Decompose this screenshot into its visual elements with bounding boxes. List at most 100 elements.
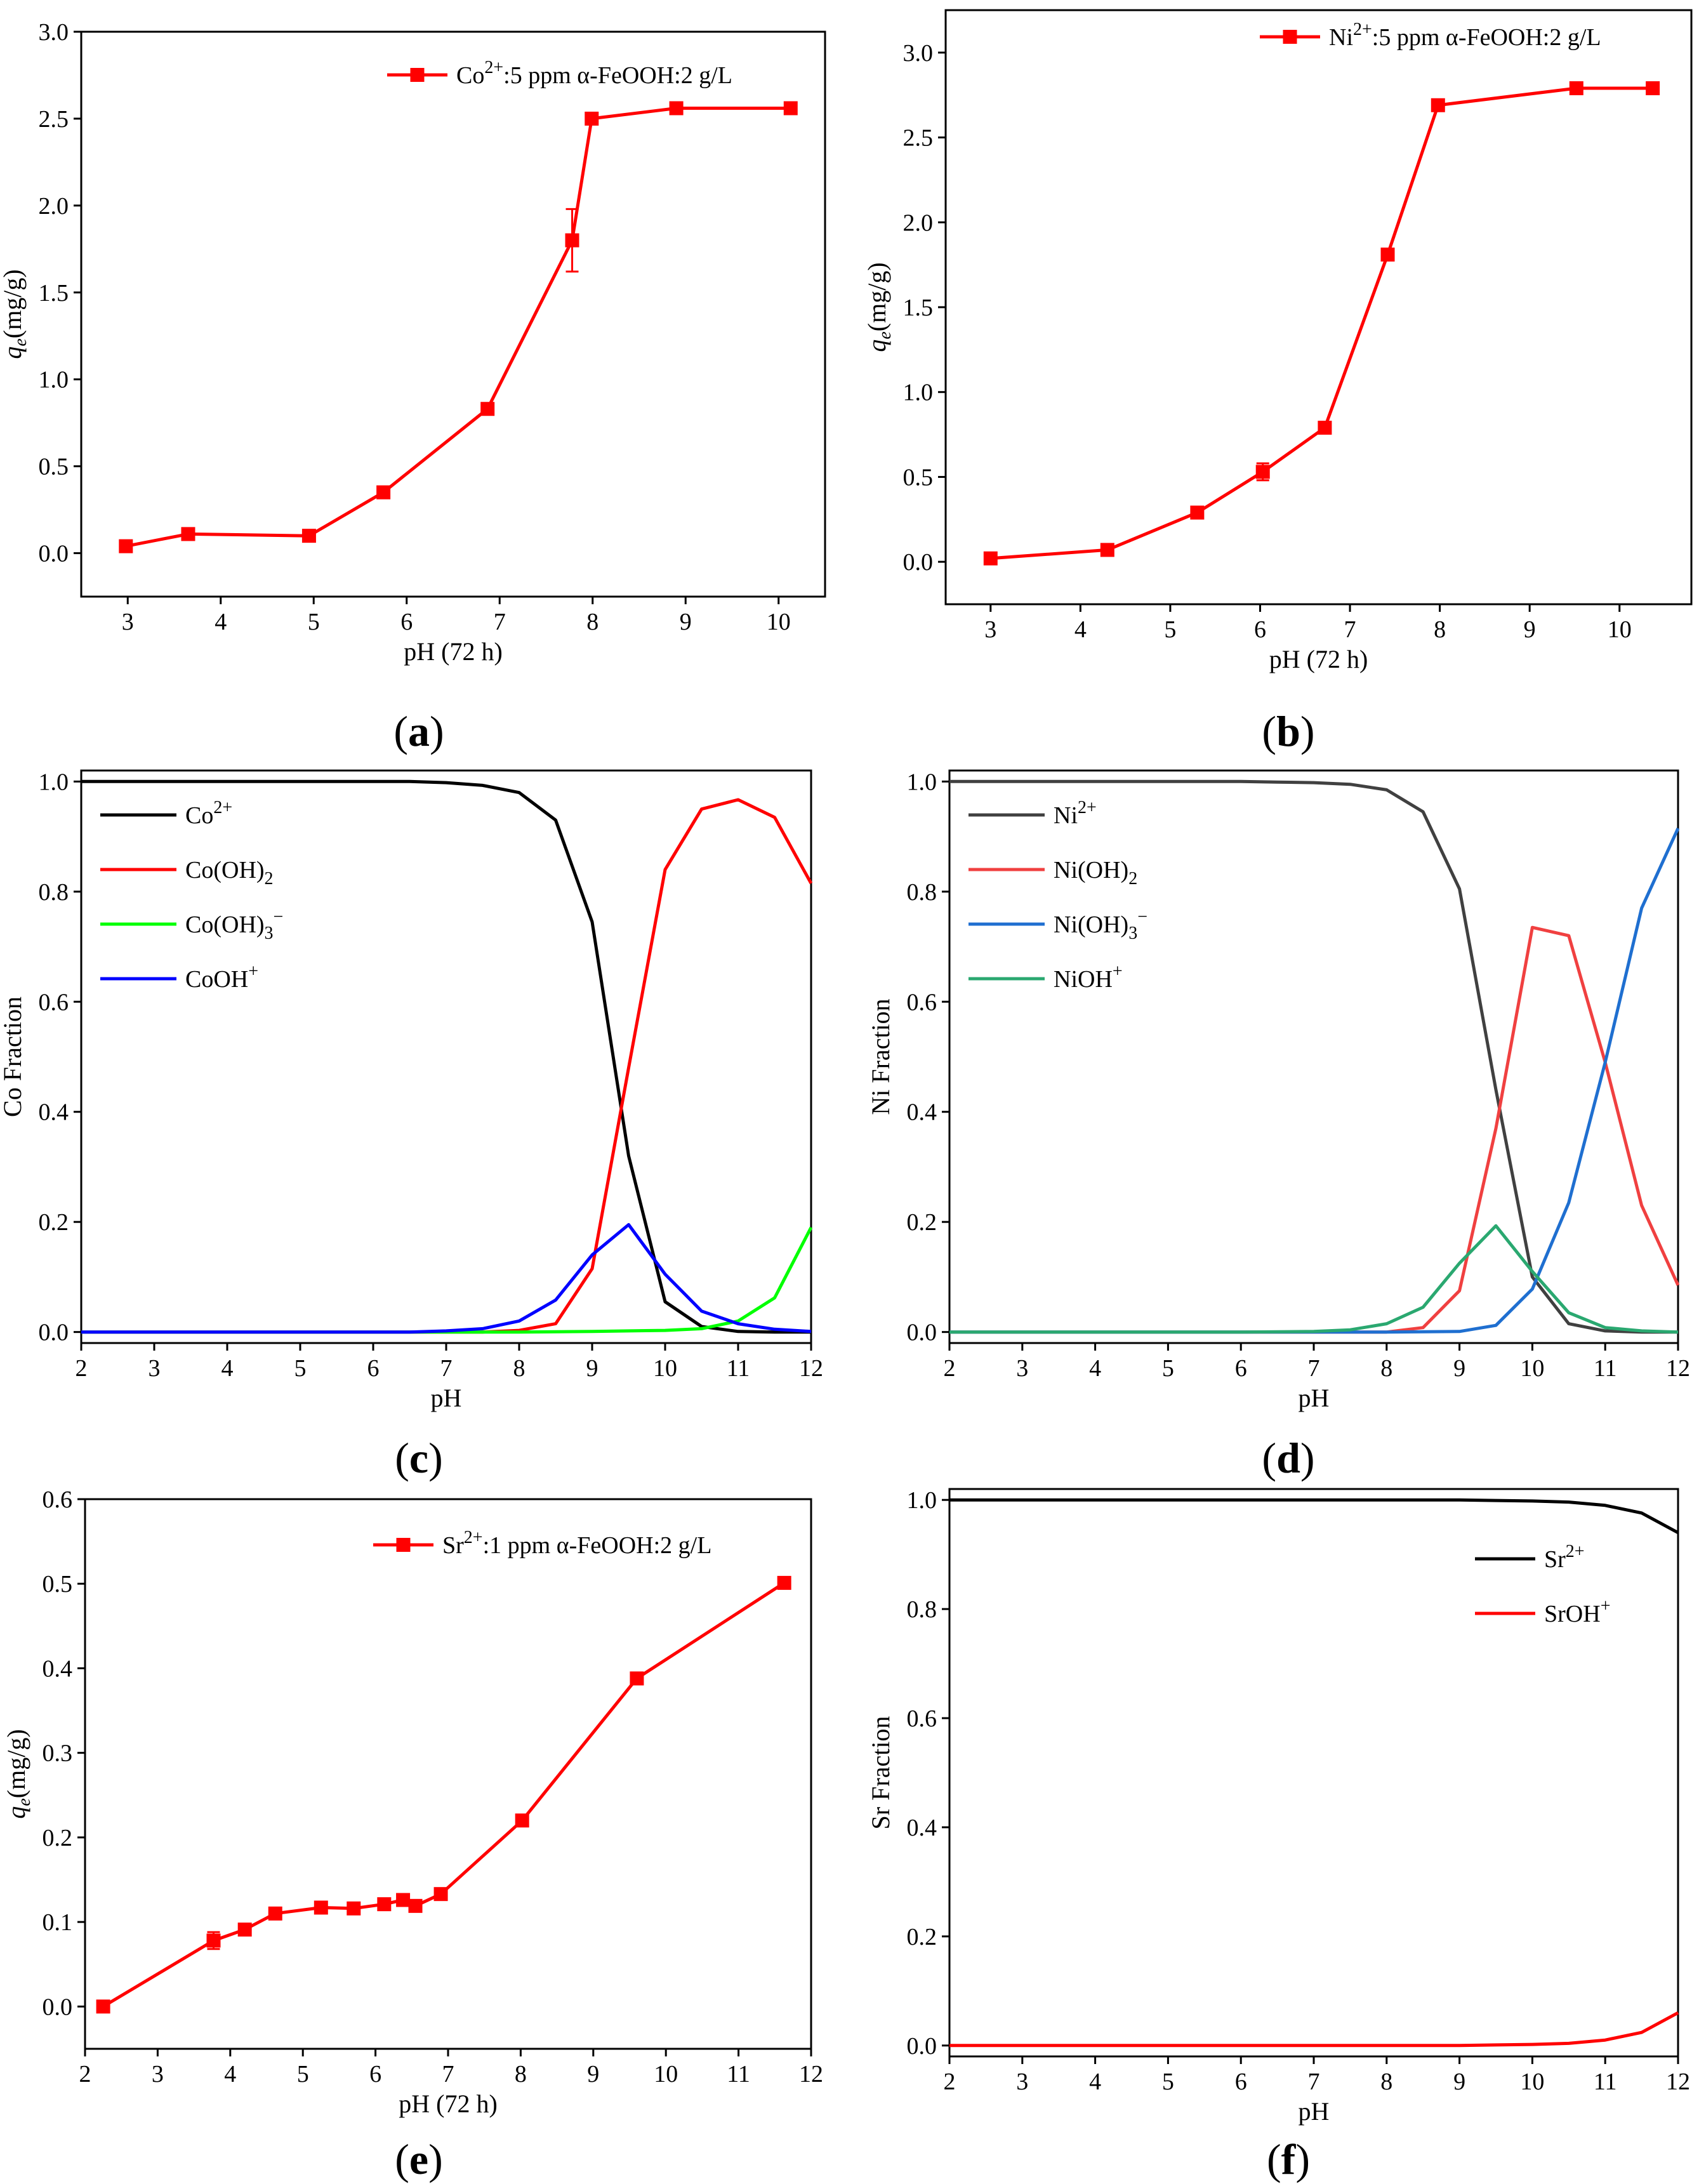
data-point-marker [433, 1887, 448, 1902]
legend-label-base: SrOH [1544, 1601, 1601, 1627]
data-point-marker [1380, 248, 1395, 262]
legend-label-base: Ni [1054, 802, 1078, 829]
panel-label-letter: d [1276, 1434, 1300, 1482]
panel-label-paren: ) [430, 707, 444, 755]
data-point-marker [1431, 98, 1445, 112]
x-tick-label: 5 [294, 1355, 307, 1382]
data-point-marker [630, 1671, 644, 1686]
y-tick-label: 2.5 [903, 125, 934, 152]
legend-label-base: Co [185, 802, 213, 829]
data-point-marker [983, 551, 998, 566]
y-axis-title-subscript: e [15, 1798, 34, 1806]
x-tick-label: 12 [1666, 1355, 1690, 1382]
y-tick-label: 0.4 [907, 1815, 937, 1841]
y-tick-label: 1.0 [907, 769, 937, 795]
y-axis-title-unit: (mg/g) [863, 262, 891, 331]
plot-frame [84, 1498, 812, 2050]
legend-label-base: Sr [1544, 1546, 1566, 1573]
legend-label-2: Co(OH)3− [185, 907, 283, 943]
x-tick-label: 11 [1594, 1355, 1617, 1382]
y-tick-label: 1.5 [39, 280, 69, 307]
x-tick-label: 12 [799, 1355, 823, 1382]
panel-label-paren: ) [1295, 2135, 1310, 2183]
y-tick-label: 1.0 [907, 1487, 937, 1514]
y-axis-title-symbol: q [2, 1806, 30, 1819]
x-axis-title: pH [431, 1384, 462, 1412]
y-axis-title: qe(mg/g) [863, 262, 895, 352]
chart-panel-b: 3 4 5 6 7 8 9 10 0.0 0.5 1.0 1.5 2.0 2.5 3.0 pH (72 h) q… [863, 9, 1693, 755]
y-tick-label: 0.0 [903, 549, 934, 576]
x-tick-label: 7 [442, 2061, 454, 2088]
x-tick-label: 5 [1162, 1355, 1174, 1382]
y-tick-label: 0.6 [39, 989, 69, 1016]
data-point-marker [268, 1906, 282, 1921]
y-axis-title-unit: (mg/g) [0, 269, 27, 338]
y-tick-label: 0.1 [43, 1909, 73, 1936]
x-tick-label: 3 [1016, 1355, 1028, 1382]
legend-label-0: Sr2+ [1544, 1542, 1585, 1573]
x-tick-label: 5 [308, 609, 320, 635]
x-tick-label: 2 [944, 2068, 956, 2095]
series-line-f-0 [949, 1498, 1679, 1534]
legend-label-0: Ni2+ [1054, 798, 1097, 829]
x-tick-label: 4 [1089, 2068, 1101, 2095]
data-point-marker [515, 1813, 529, 1828]
data-point-marker [1569, 81, 1583, 96]
y-axis-title-subscript: e [875, 331, 895, 339]
x-tick-label: 7 [494, 609, 506, 635]
data-point-marker [783, 101, 798, 116]
data-point-marker [314, 1900, 328, 1915]
legend-label-superscript: 2+ [1566, 1542, 1585, 1561]
y-tick-label: 0.0 [907, 2033, 937, 2060]
y-tick-label: 3.0 [903, 40, 934, 67]
panel-label-c: (c) [395, 1434, 443, 1482]
legend-marker [396, 1538, 411, 1552]
y-tick-label: 0.0 [39, 1320, 69, 1346]
y-tick-label: 1.0 [39, 769, 69, 795]
y-tick-label: 2.5 [39, 106, 69, 133]
panel-label-paren: ) [428, 1434, 443, 1482]
panel-label-e: (e) [395, 2135, 443, 2183]
data-point-marker [376, 485, 391, 500]
series-line-e-0 [102, 1581, 786, 2008]
legend-label-base: CoOH [185, 966, 248, 993]
panel-label-d: (d) [1262, 1434, 1314, 1482]
x-tick-label: 2 [944, 1355, 956, 1382]
panel-label-paren: ) [1300, 1434, 1315, 1482]
x-axis-title: pH [1299, 1384, 1330, 1412]
series-line-c-2 [81, 1226, 813, 1334]
panel-label-letter: a [408, 707, 430, 755]
plot-frame [948, 1488, 1679, 2058]
x-tick-label: 6 [400, 609, 413, 635]
x-tick-label: 2 [76, 1355, 88, 1382]
data-point-marker [181, 527, 195, 541]
x-tick-label: 10 [1608, 616, 1632, 643]
panel-label-letter: f [1281, 2135, 1297, 2183]
x-tick-label: 4 [224, 2061, 236, 2088]
legend-label-1: Ni(OH)2 [1054, 857, 1137, 889]
panel-label-f: (f) [1267, 2135, 1310, 2183]
y-axis-title-subscript: e [11, 338, 30, 346]
legend-label-tail: :1 ppm α-FeOOH:2 g/L [483, 1532, 712, 1559]
panel-label-letter: e [409, 2135, 428, 2183]
y-axis-title-symbol: q [0, 347, 27, 359]
y-axis-title-unit: (mg/g) [2, 1729, 30, 1798]
legend-label-tail: :5 ppm α-FeOOH:2 g/L [503, 62, 732, 89]
data-point-marker [1646, 81, 1660, 96]
legend-label-tail: :5 ppm α-FeOOH:2 g/L [1372, 24, 1601, 51]
series-line-b-0 [990, 86, 1653, 560]
y-tick-label: 0.6 [907, 989, 937, 1016]
chart-panel-e: 2 3 4 5 6 7 8 9 10 11 12 0.0 0.1 0.2 0.3 0.4 0.5 0.6 pH (7… [2, 1486, 823, 2183]
x-tick-label: 10 [1520, 2068, 1544, 2095]
y-tick-label: 0.4 [43, 1655, 73, 1682]
x-tick-label: 3 [149, 1355, 161, 1382]
x-tick-label: 4 [1089, 1355, 1101, 1382]
panel-label-paren: ( [395, 1434, 409, 1482]
x-tick-label: 5 [1164, 616, 1176, 643]
data-point-marker [301, 529, 316, 543]
legend-label-0: Co2+ [185, 798, 232, 829]
chart-panel-c: 2 3 4 5 6 7 8 9 10 11 12 0.0 0.2 0.4 0.6 0.8 1.0 pH Co Fra… [0, 769, 823, 1482]
legend-label-subscript: 3 [265, 923, 274, 943]
data-point-marker [408, 1898, 423, 1913]
